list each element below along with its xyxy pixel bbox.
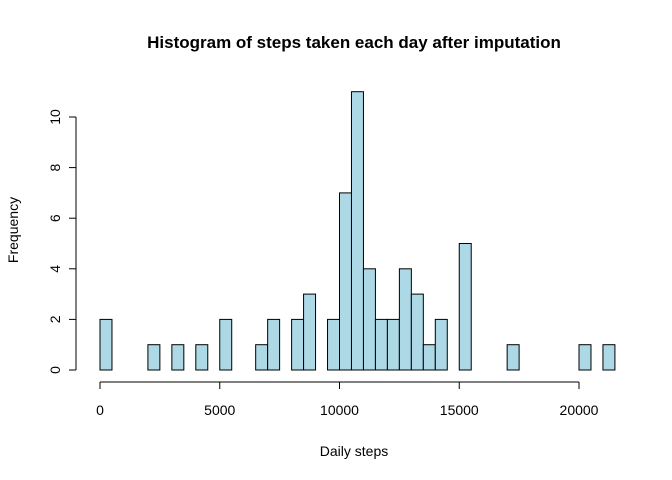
y-tick-label: 4 [47,265,63,273]
histogram-bar [327,318,340,371]
histogram-bar [267,318,281,371]
x-tick-label: 10000 [320,402,359,418]
y-tick-label: 6 [47,214,63,222]
histogram-bar [506,344,520,371]
x-axis: 0 5000 10000 15000 20000 [96,381,599,418]
x-tick-label: 5000 [204,402,235,418]
histogram-bar [398,268,412,371]
histogram-bar [458,243,472,371]
histogram-bar [339,192,352,371]
y-axis: 0 2 4 6 8 10 [47,109,77,374]
histogram-bar [303,293,317,371]
histogram-bar [386,318,400,371]
histogram-bar [147,344,161,371]
x-tick-label: 0 [96,402,104,418]
histogram-bar [410,293,424,371]
histogram-bar [434,318,448,371]
y-tick-label: 8 [47,163,63,171]
x-axis-label: Daily steps [320,443,388,459]
y-axis-label: Frequency [5,197,21,263]
histogram-bar [171,344,185,371]
histogram-bar [255,344,269,371]
x-tick-label: 15000 [440,402,479,418]
histogram-bar [219,318,233,371]
histogram-bar [578,344,592,371]
y-tick-label: 0 [47,366,63,374]
histogram-bar [291,318,305,371]
histogram-bar [195,344,209,371]
histogram-bar [350,91,364,371]
histogram-bar [422,344,436,371]
histogram-bar [99,318,113,371]
y-tick-label: 10 [47,109,63,125]
histogram-bar [602,344,616,371]
x-tick-label: 20000 [560,402,599,418]
y-tick-label: 2 [47,315,63,323]
bars-group [99,91,616,371]
histogram-bar [374,318,388,371]
chart-title: Histogram of steps taken each day after … [147,33,561,52]
histogram-bar [362,268,376,371]
